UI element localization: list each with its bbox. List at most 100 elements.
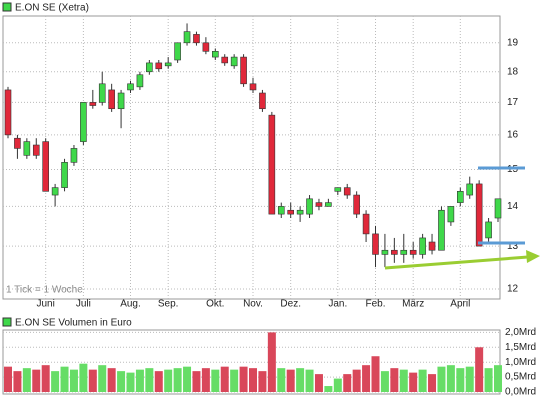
candle-body: [98, 83, 106, 103]
volume-bar: [69, 369, 78, 392]
volume-bar: [324, 386, 333, 392]
candle-body: [23, 141, 31, 156]
volume-bar: [173, 368, 182, 392]
candle-body: [108, 89, 115, 110]
x-tick-label: April: [450, 299, 470, 310]
candle-body: [212, 51, 219, 58]
candle-body: [315, 202, 323, 207]
volume-bar: [220, 366, 229, 392]
candle-body: [447, 206, 455, 223]
candle-body: [457, 191, 464, 203]
x-tick-label: Aug.: [120, 299, 141, 310]
volume-bar: [98, 365, 107, 392]
volume-bar: [446, 365, 455, 392]
trend-arrowhead: [526, 250, 540, 263]
candle-body: [475, 183, 483, 247]
candle-body: [259, 92, 266, 110]
candle-body: [362, 213, 370, 235]
candle-body: [296, 209, 304, 215]
volume-bar: [239, 366, 248, 392]
x-tick-label: Okt.: [206, 299, 224, 310]
x-tick-label: Sep.: [158, 299, 179, 310]
volume-bar: [362, 365, 371, 392]
candle-body: [42, 141, 49, 192]
y-tick-label: 12: [507, 284, 519, 295]
volume-bar: [41, 365, 50, 392]
volume-bar: [428, 374, 437, 392]
legend-swatch: [2, 317, 12, 327]
volume-bar: [135, 369, 144, 392]
volume-bar: [126, 372, 135, 392]
y-tick-label: 19: [507, 37, 519, 48]
volume-bar: [352, 369, 361, 392]
candle-body: [32, 144, 40, 156]
x-tick-label: Juli: [76, 299, 91, 310]
candle-body: [343, 187, 351, 196]
volume-bar: [380, 371, 389, 392]
volume-bar: [107, 368, 116, 392]
candle-body: [400, 249, 408, 255]
y-tick-label: 1,0Mrd: [505, 357, 536, 368]
y-tick-label: 15: [507, 164, 519, 175]
y-tick-label: 1,5Mrd: [505, 342, 536, 353]
candle-body: [127, 83, 134, 91]
candle-body: [409, 249, 417, 255]
candle-body: [70, 148, 78, 163]
volume-bar: [437, 366, 446, 392]
candle-body: [136, 74, 144, 88]
candle-body: [61, 162, 68, 188]
candle-body: [353, 194, 360, 215]
candle-body: [268, 114, 276, 215]
volume-bar: [79, 363, 88, 392]
volume-bar: [183, 366, 192, 392]
candle-body: [306, 198, 313, 215]
candle-body: [4, 89, 12, 136]
volume-bar: [145, 368, 154, 392]
volume-bar: [305, 369, 314, 392]
volume-bar: [475, 347, 484, 392]
volume-bar: [343, 374, 352, 392]
volume-bar: [32, 369, 41, 392]
candle-body: [494, 198, 502, 219]
candle-body: [325, 202, 332, 207]
candle-body: [419, 237, 426, 255]
volume-bar: [399, 369, 408, 392]
y-tick-label: 0,0Mrd: [505, 387, 536, 398]
candle-body: [277, 206, 285, 215]
volume-bar: [51, 371, 60, 392]
volume-bar: [13, 371, 22, 392]
candle-body: [249, 83, 257, 91]
volume-bar: [333, 378, 342, 392]
volume-bar: [258, 371, 267, 392]
candle-body: [164, 62, 172, 67]
volume-bar: [211, 369, 220, 392]
volume-bar: [418, 369, 427, 392]
candle-body: [391, 249, 398, 255]
y-tick-label: 0,5Mrd: [505, 372, 536, 383]
x-tick-label: Feb.: [365, 299, 385, 310]
y-tick-label: 18: [507, 66, 519, 77]
y-tick-label: 16: [507, 130, 519, 141]
x-tick-label: Nov.: [243, 299, 263, 310]
candle-body: [466, 183, 474, 196]
candle-body: [240, 56, 247, 85]
volume-bar: [22, 368, 31, 392]
volume-bar: [249, 368, 257, 392]
candle-body: [485, 221, 492, 239]
candle-body: [372, 233, 379, 255]
volume-bar: [296, 368, 305, 392]
legend-swatch: [2, 2, 12, 12]
candle-body: [381, 249, 389, 255]
candle-body: [155, 62, 163, 70]
volume-bar: [154, 371, 163, 392]
candle-body: [174, 42, 181, 61]
volume-bar: [465, 366, 474, 392]
volume-bar: [494, 365, 502, 392]
x-tick-label: Dez.: [280, 299, 301, 310]
volume-bar: [88, 369, 97, 392]
volume-bar: [164, 369, 173, 392]
candle-body: [221, 56, 229, 64]
candle-body: [146, 62, 153, 73]
y-tick-label: 17: [507, 97, 519, 108]
